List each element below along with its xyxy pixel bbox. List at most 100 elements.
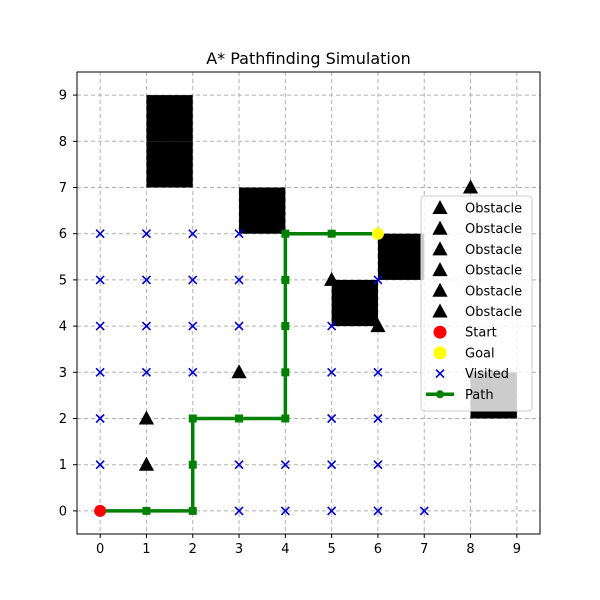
x-tick-label: 8 [466, 542, 474, 557]
obstacle-block [239, 187, 286, 234]
path-point [188, 506, 197, 515]
visited-point [141, 367, 152, 377]
legend-label: Obstacle [465, 284, 522, 299]
x-tick-label: 9 [513, 542, 521, 557]
x-tick-label: 3 [235, 542, 243, 557]
visited-mark-stroke [141, 229, 152, 239]
path-point [281, 229, 290, 238]
legend-label: Visited [465, 367, 509, 382]
visited-mark-stroke [280, 460, 290, 470]
visited-point [188, 321, 198, 331]
legend-label: Obstacle [465, 243, 522, 258]
visited-mark-stroke [373, 367, 383, 377]
visited-point [234, 229, 244, 239]
visited-point [327, 506, 337, 516]
visited-mark-stroke [234, 321, 244, 331]
visited-point [373, 460, 383, 470]
y-tick-label: 5 [59, 273, 67, 288]
y-tick-label: 0 [59, 504, 67, 519]
y-tick-label: 1 [59, 458, 67, 473]
path-point [327, 229, 336, 238]
visited-point [95, 275, 105, 285]
legend-obstacle-marker [432, 303, 448, 318]
visited-mark-stroke [188, 275, 198, 285]
visited-point [373, 506, 383, 516]
legend-obstacle-marker [432, 220, 448, 235]
legend-label: Goal [465, 346, 495, 361]
axes-frame [76, 71, 541, 535]
y-tick-label: 7 [59, 181, 67, 196]
tick-labels: 0 1 2 3 4 5 6 7 8 9 0 1 2 3 4 5 6 7 8 9 [59, 89, 521, 557]
visited-mark-stroke [141, 367, 152, 377]
visited-point [234, 506, 244, 516]
visited-mark-stroke [141, 321, 152, 331]
legend-goal-marker [433, 346, 447, 360]
visited-mark-stroke [95, 460, 105, 470]
visited-point [188, 275, 198, 285]
legend: Obstacle Obstacle Obstacle Obstacle Obstacle… [420, 195, 533, 412]
obstacle-point [324, 271, 340, 286]
visited-point [141, 229, 152, 239]
path-point [281, 322, 290, 331]
visited-point [95, 321, 105, 331]
obstacle-point [138, 410, 155, 425]
visited-mark-stroke [327, 460, 337, 470]
visited-mark-stroke [327, 367, 337, 377]
visited-point [280, 506, 290, 516]
visited-point [327, 367, 337, 377]
legend-label: Start [465, 326, 497, 341]
visited-point [234, 460, 244, 470]
x-tick-label: 6 [374, 542, 382, 557]
visited-mark-stroke [373, 275, 383, 285]
legend-obstacle-marker [432, 262, 448, 277]
visited-mark-stroke [373, 506, 383, 516]
visited-mark-stroke [95, 367, 105, 377]
visited-mark-stroke [234, 275, 244, 285]
visited-point [373, 413, 383, 424]
visited-point [327, 460, 337, 470]
path-point [281, 414, 290, 423]
visited-point [419, 506, 429, 516]
visited-point [95, 367, 105, 377]
legend-label: Obstacle [465, 305, 522, 320]
visited-series [95, 229, 429, 516]
y-tick-label: 2 [59, 412, 67, 427]
y-tick-label: 4 [59, 320, 67, 335]
visited-point [95, 229, 105, 239]
obstacle-block [377, 233, 425, 280]
obstacle-series [138, 179, 479, 471]
obstacle-block [146, 141, 193, 188]
legend-obstacle-marker [432, 200, 448, 214]
path-point [235, 414, 244, 423]
x-tick-label: 1 [142, 542, 150, 557]
legend-obstacle-marker [432, 241, 448, 256]
visited-mark-stroke [327, 506, 337, 516]
visited-mark-stroke [419, 506, 429, 516]
legend-obstacle-marker [432, 282, 448, 297]
obstacle-point [231, 364, 247, 379]
obstacle-block [331, 279, 378, 327]
visited-point [141, 321, 152, 331]
obstacle-point [138, 456, 155, 471]
legend-visited-marker [435, 369, 445, 379]
visited-mark-stroke [141, 275, 152, 285]
y-tick-label: 3 [59, 366, 67, 381]
legend-label: Path [465, 388, 494, 403]
visited-mark-stroke [373, 413, 383, 424]
visited-mark-stroke [234, 460, 244, 470]
start-goal-series [94, 227, 384, 517]
legend-start-marker [433, 325, 447, 339]
visited-mark-stroke [435, 369, 445, 379]
x-tick-label: 4 [281, 542, 289, 557]
obstacle-point [462, 179, 479, 194]
visited-mark-stroke [95, 229, 105, 239]
path-point [281, 368, 290, 377]
visited-mark-stroke [95, 413, 105, 424]
visited-mark-stroke [234, 229, 244, 239]
x-tick-label: 7 [420, 542, 428, 557]
y-tick-label: 9 [59, 89, 67, 104]
visited-point [188, 229, 198, 239]
obstacle-point [370, 318, 386, 333]
goal-point [371, 227, 384, 240]
